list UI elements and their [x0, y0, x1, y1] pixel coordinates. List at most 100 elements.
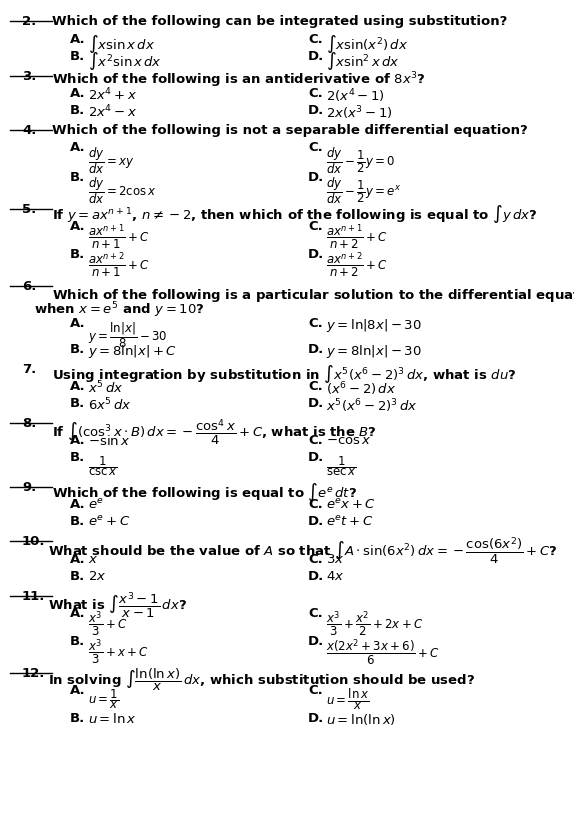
Text: $y = \ln|8x| - 30$: $y = \ln|8x| - 30$ — [326, 317, 422, 334]
Text: $\dfrac{1}{\sec x}$: $\dfrac{1}{\sec x}$ — [326, 454, 357, 478]
Text: If $\int(\cos^3 x \cdot B)\,dx = -\dfrac{\cos^4 x}{4} + C$, what is the $B$?: If $\int(\cos^3 x \cdot B)\,dx = -\dfrac… — [52, 417, 377, 446]
Text: $x^5(x^6 - 2)^3\,dx$: $x^5(x^6 - 2)^3\,dx$ — [326, 397, 418, 415]
Text: 8.: 8. — [22, 417, 36, 430]
Text: $u = \dfrac{1}{x}$: $u = \dfrac{1}{x}$ — [88, 687, 119, 710]
Text: 7.: 7. — [22, 363, 36, 376]
Text: Which of the following is a particular solution to the differential equation $\d: Which of the following is a particular s… — [52, 280, 574, 311]
Text: 2.: 2. — [22, 15, 36, 28]
Text: $y = 8\ln|x| + C$: $y = 8\ln|x| + C$ — [88, 343, 177, 360]
Text: $\dfrac{x^3}{3} + x + C$: $\dfrac{x^3}{3} + x + C$ — [88, 638, 149, 667]
Text: 3.: 3. — [22, 70, 36, 83]
Text: $\dfrac{x(2x^2+3x+6)}{6} + C$: $\dfrac{x(2x^2+3x+6)}{6} + C$ — [326, 638, 440, 668]
Text: $e^e$: $e^e$ — [88, 498, 104, 512]
Text: $2x^4 + x$: $2x^4 + x$ — [88, 87, 137, 104]
Text: B.: B. — [70, 171, 86, 184]
Text: C.: C. — [308, 141, 323, 154]
Text: $\dfrac{x^3}{3} + C$: $\dfrac{x^3}{3} + C$ — [88, 610, 127, 639]
Text: $\dfrac{dy}{dx} = 2\cos x$: $\dfrac{dy}{dx} = 2\cos x$ — [88, 175, 157, 205]
Text: B.: B. — [70, 343, 86, 356]
Text: C.: C. — [308, 607, 323, 620]
Text: 6.: 6. — [22, 280, 36, 293]
Text: C.: C. — [308, 317, 323, 330]
Text: $\dfrac{ax^{n+2}}{n+2} + C$: $\dfrac{ax^{n+2}}{n+2} + C$ — [326, 251, 387, 280]
Text: $u = \dfrac{\ln x}{x}$: $u = \dfrac{\ln x}{x}$ — [326, 687, 370, 712]
Text: A.: A. — [70, 434, 86, 447]
Text: $6x^5\,dx$: $6x^5\,dx$ — [88, 397, 131, 413]
Text: $\dfrac{ax^{n+2}}{n+1} + C$: $\dfrac{ax^{n+2}}{n+1} + C$ — [88, 251, 150, 280]
Text: A.: A. — [70, 498, 86, 511]
Text: B.: B. — [70, 570, 86, 583]
Text: 4.: 4. — [22, 124, 36, 137]
Text: Which of the following is an antiderivative of $8x^3$?: Which of the following is an antiderivat… — [52, 70, 426, 90]
Text: D.: D. — [308, 397, 324, 410]
Text: A.: A. — [70, 317, 86, 330]
Text: when $x = e^5$ and $y = 10$?: when $x = e^5$ and $y = 10$? — [34, 300, 205, 319]
Text: $\int x\sin x\,dx$: $\int x\sin x\,dx$ — [88, 33, 155, 55]
Text: D.: D. — [308, 171, 324, 184]
Text: 10.: 10. — [22, 535, 45, 548]
Text: D.: D. — [308, 248, 324, 261]
Text: A.: A. — [70, 684, 86, 697]
Text: $\dfrac{1}{\csc x}$: $\dfrac{1}{\csc x}$ — [88, 454, 118, 478]
Text: $y = \dfrac{\ln|x|}{8} - 30$: $y = \dfrac{\ln|x|}{8} - 30$ — [88, 320, 167, 350]
Text: D.: D. — [308, 451, 324, 464]
Text: Which of the following is equal to $\int e^e\,dt$?: Which of the following is equal to $\int… — [52, 481, 357, 503]
Text: $\dfrac{ax^{n+1}}{n+1} + C$: $\dfrac{ax^{n+1}}{n+1} + C$ — [88, 223, 150, 252]
Text: $x$: $x$ — [88, 553, 98, 566]
Text: $\dfrac{dy}{dx} - \dfrac{1}{2}y = 0$: $\dfrac{dy}{dx} - \dfrac{1}{2}y = 0$ — [326, 145, 395, 176]
Text: B.: B. — [70, 104, 86, 117]
Text: B.: B. — [70, 248, 86, 261]
Text: A.: A. — [70, 607, 86, 620]
Text: $\dfrac{dy}{dx} = xy$: $\dfrac{dy}{dx} = xy$ — [88, 145, 134, 176]
Text: B.: B. — [70, 397, 86, 410]
Text: $y = 8\ln|x| - 30$: $y = 8\ln|x| - 30$ — [326, 343, 422, 360]
Text: C.: C. — [308, 434, 323, 447]
Text: $e^e + C$: $e^e + C$ — [88, 515, 130, 529]
Text: D.: D. — [308, 712, 324, 725]
Text: C.: C. — [308, 553, 323, 566]
Text: D.: D. — [308, 104, 324, 117]
Text: A.: A. — [70, 87, 86, 100]
Text: $2(x^4 - 1)$: $2(x^4 - 1)$ — [326, 87, 385, 105]
Text: $\dfrac{x^3}{3} + \dfrac{x^2}{2} + 2x + C$: $\dfrac{x^3}{3} + \dfrac{x^2}{2} + 2x + … — [326, 610, 424, 639]
Text: A.: A. — [70, 380, 86, 393]
Text: $2x(x^3 - 1)$: $2x(x^3 - 1)$ — [326, 104, 393, 121]
Text: C.: C. — [308, 33, 323, 46]
Text: A.: A. — [70, 220, 86, 233]
Text: A.: A. — [70, 33, 86, 46]
Text: 12.: 12. — [22, 667, 45, 680]
Text: B.: B. — [70, 50, 86, 63]
Text: $\dfrac{dy}{dx} - \dfrac{1}{2}y = e^x$: $\dfrac{dy}{dx} - \dfrac{1}{2}y = e^x$ — [326, 175, 401, 205]
Text: $-\cos x$: $-\cos x$ — [326, 434, 371, 447]
Text: B.: B. — [70, 712, 86, 725]
Text: $-\sin x$: $-\sin x$ — [88, 434, 130, 448]
Text: $\int x\sin(x^2)\,dx$: $\int x\sin(x^2)\,dx$ — [326, 33, 408, 55]
Text: $\int x\sin^2 x\,dx$: $\int x\sin^2 x\,dx$ — [326, 50, 400, 72]
Text: A.: A. — [70, 553, 86, 566]
Text: C.: C. — [308, 684, 323, 697]
Text: If $y = ax^{n+1}$, $n \neq -2$, then which of the following is equal to $\int y\: If $y = ax^{n+1}$, $n \neq -2$, then whi… — [52, 203, 537, 225]
Text: Which of the following can be integrated using substitution?: Which of the following can be integrated… — [52, 15, 507, 28]
Text: D.: D. — [308, 515, 324, 528]
Text: $\dfrac{ax^{n+1}}{n+2} + C$: $\dfrac{ax^{n+1}}{n+2} + C$ — [326, 223, 387, 252]
Text: Which of the following is not a separable differential equation?: Which of the following is not a separabl… — [52, 124, 528, 137]
Text: B.: B. — [70, 451, 86, 464]
Text: $u = \ln x$: $u = \ln x$ — [88, 712, 137, 726]
Text: $e^e t + C$: $e^e t + C$ — [326, 515, 374, 529]
Text: $u = \ln(\ln x)$: $u = \ln(\ln x)$ — [326, 712, 396, 727]
Text: What should be the value of $A$ so that $\int A \cdot \sin(6x^2)\,dx = -\dfrac{\: What should be the value of $A$ so that … — [48, 535, 558, 566]
Text: A.: A. — [70, 141, 86, 154]
Text: $e^e x + C$: $e^e x + C$ — [326, 498, 376, 512]
Text: $2x$: $2x$ — [88, 570, 106, 583]
Text: C.: C. — [308, 87, 323, 100]
Text: $3x$: $3x$ — [326, 553, 344, 566]
Text: C.: C. — [308, 220, 323, 233]
Text: 9.: 9. — [22, 481, 36, 494]
Text: B.: B. — [70, 635, 86, 648]
Text: D.: D. — [308, 343, 324, 356]
Text: $4x$: $4x$ — [326, 570, 344, 583]
Text: 11.: 11. — [22, 590, 45, 603]
Text: C.: C. — [308, 498, 323, 511]
Text: D.: D. — [308, 50, 324, 63]
Text: B.: B. — [70, 515, 86, 528]
